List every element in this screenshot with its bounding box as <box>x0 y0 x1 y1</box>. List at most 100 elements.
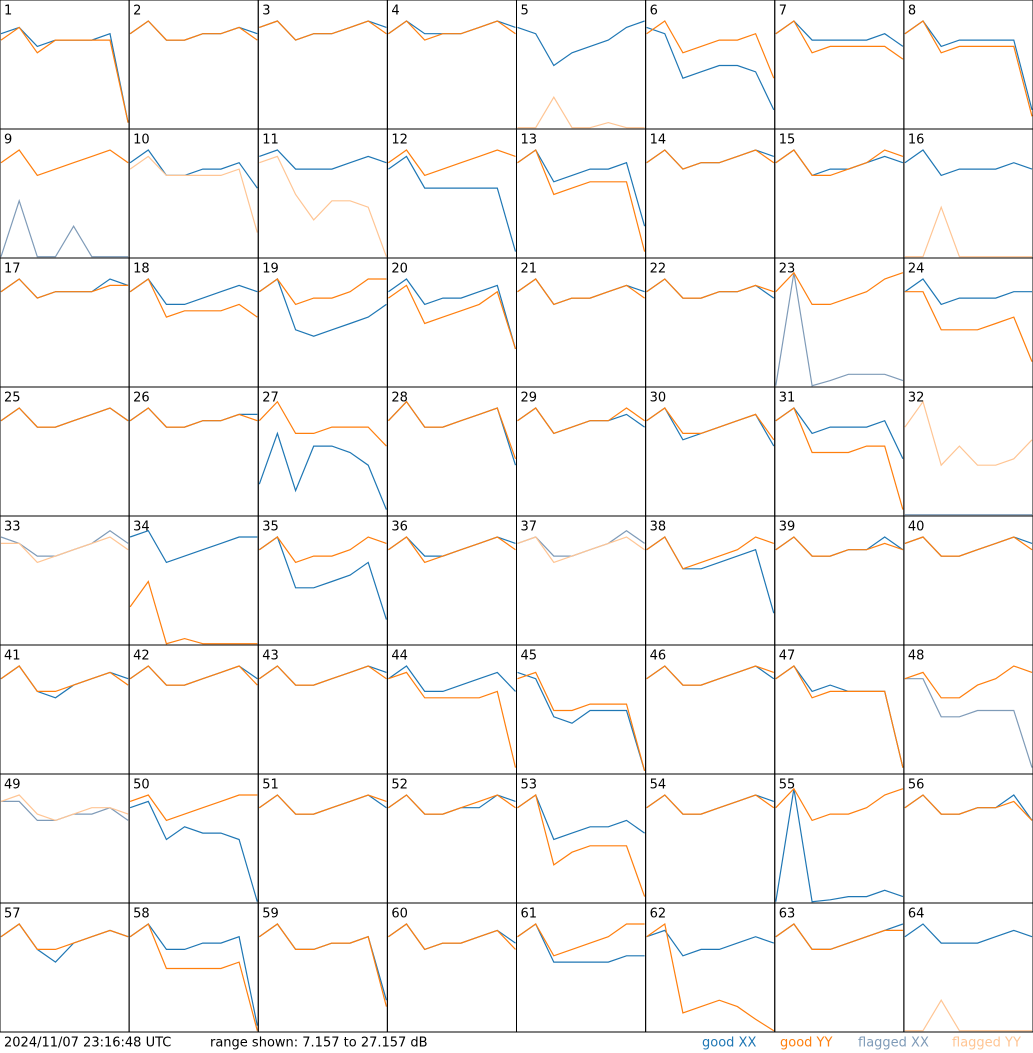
yy-line <box>0 794 129 822</box>
panel-label: 56 <box>908 778 925 793</box>
yy-line <box>258 536 387 564</box>
yy-line <box>646 665 774 686</box>
yy-line <box>388 794 516 815</box>
yy-line <box>0 149 129 177</box>
panel-label: 9 <box>4 133 12 148</box>
panel-label: 11 <box>262 133 279 148</box>
yy-line <box>129 923 258 1031</box>
yy-line <box>258 923 387 1007</box>
yy-line <box>259 20 387 41</box>
yy-line <box>775 665 904 768</box>
yy-line <box>904 665 1033 699</box>
yy-line <box>517 407 645 435</box>
xx-line <box>775 20 904 47</box>
xx-line <box>904 278 1032 306</box>
xx-line <box>258 431 387 510</box>
panel-label: 63 <box>779 907 796 922</box>
panel-label: 25 <box>4 391 21 406</box>
panel-label: 39 <box>779 520 796 535</box>
panel-label: 17 <box>4 262 21 277</box>
xx-line <box>904 923 1033 944</box>
yy-line <box>129 580 258 645</box>
yy-line <box>904 794 1033 821</box>
legend-entry: good XX <box>702 1036 756 1051</box>
panel-label: 2 <box>133 4 141 19</box>
yy-line <box>517 96 645 129</box>
yy-line <box>904 20 1033 117</box>
panel-label: 6 <box>650 4 658 19</box>
panel-label: 46 <box>650 649 667 664</box>
yy-line <box>129 20 258 41</box>
panel-label: 14 <box>650 133 667 148</box>
yy-line <box>775 923 903 951</box>
xx-line <box>517 149 646 227</box>
xx-line <box>646 26 775 111</box>
panel-label: 58 <box>133 907 150 922</box>
yy-line <box>646 536 774 570</box>
xx-line <box>517 20 645 67</box>
xx-line <box>388 278 517 350</box>
panel-label: 15 <box>779 133 796 148</box>
panel-label: 31 <box>779 391 796 406</box>
yy-line <box>646 278 774 299</box>
yy-line <box>388 536 516 564</box>
yy-line <box>517 923 645 957</box>
xx-line <box>775 788 904 903</box>
xx-line <box>904 678 1033 768</box>
yy-line <box>517 536 645 564</box>
panel-label: 7 <box>779 4 787 19</box>
panel-label: 47 <box>779 649 796 664</box>
xx-line <box>129 923 258 1026</box>
legend-entry: good YY <box>780 1036 832 1051</box>
panel-label: 4 <box>391 4 399 19</box>
yy-line <box>258 278 387 306</box>
yy-line <box>775 271 904 305</box>
yy-line <box>388 20 516 41</box>
xx-line <box>388 155 517 252</box>
panel-label: 22 <box>650 262 667 277</box>
panel-label: 30 <box>650 391 667 406</box>
yy-line <box>388 149 516 177</box>
xx-line <box>517 794 645 841</box>
panel-label: 20 <box>391 262 408 277</box>
panel-label: 29 <box>521 391 538 406</box>
xx-line <box>388 665 516 693</box>
yy-line <box>775 787 904 822</box>
xx-line <box>259 149 387 170</box>
panel-label: 64 <box>908 907 925 922</box>
panel-label: 27 <box>262 391 279 406</box>
panel-label: 37 <box>521 520 538 535</box>
panel-label: 5 <box>521 4 529 19</box>
panel-label: 16 <box>908 133 925 148</box>
yy-line <box>904 205 1032 258</box>
panel-label: 59 <box>262 907 279 922</box>
panel-label: 42 <box>133 649 150 664</box>
yy-line <box>646 20 775 79</box>
panel-label: 26 <box>133 391 150 406</box>
xx-line <box>129 529 258 564</box>
yy-line <box>775 407 904 510</box>
panel-label: 52 <box>391 778 408 793</box>
yy-line <box>904 536 1033 557</box>
panel-label: 55 <box>779 778 796 793</box>
xx-line <box>129 149 258 189</box>
panel-label: 60 <box>391 907 408 922</box>
panel-label: 40 <box>908 520 925 535</box>
yy-line <box>129 794 258 822</box>
yy-line <box>904 999 1032 1032</box>
panel-frame <box>903 902 1033 1033</box>
panel-label: 21 <box>521 262 538 277</box>
panel-label: 57 <box>4 907 21 922</box>
panel-label: 61 <box>521 907 538 922</box>
xx-line <box>258 536 387 620</box>
yy-line <box>904 291 1033 362</box>
yy-line <box>517 149 646 252</box>
panel-label: 10 <box>133 133 150 148</box>
yy-line <box>904 400 1033 467</box>
yy-line <box>129 278 258 318</box>
xx-line <box>775 407 904 460</box>
yy-line <box>388 923 516 951</box>
yy-line <box>0 407 129 428</box>
xx-line <box>904 149 1033 177</box>
